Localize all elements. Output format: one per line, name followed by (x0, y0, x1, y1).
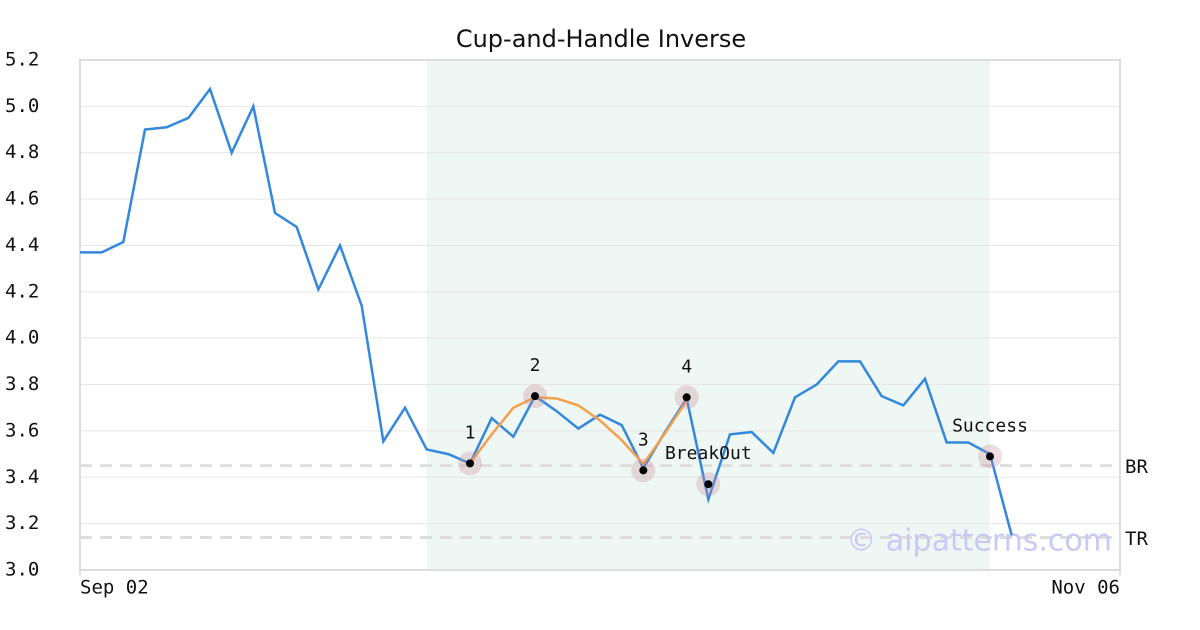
y-tick-label: 3.4 (5, 466, 39, 488)
chart-title: Cup-and-Handle Inverse (456, 25, 746, 53)
price-line (80, 86, 1013, 536)
y-tick-label: 4.2 (5, 280, 39, 302)
pattern-point (704, 480, 713, 489)
x-tick-label: Nov 06 (1051, 577, 1120, 599)
y-tick-label: 3.6 (5, 419, 39, 441)
y-tick-label: 3.0 (5, 559, 39, 581)
y-tick-label: 4.0 (5, 327, 39, 349)
point-label: BreakOut (665, 443, 752, 464)
y-tick-label: 4.4 (5, 234, 39, 256)
point-label: 1 (465, 422, 476, 443)
pattern-point (986, 452, 994, 461)
level-label: TR (1125, 528, 1148, 550)
level-label: BR (1125, 456, 1148, 478)
y-tick-label: 5.2 (5, 49, 39, 71)
fit-curve (468, 396, 688, 467)
y-tick-label: 4.8 (5, 141, 39, 163)
plot-frame (79, 59, 1121, 571)
pattern-point (682, 393, 691, 402)
point-label: Success (952, 415, 1028, 436)
pattern-point (466, 459, 474, 468)
watermark: © aipatterns.com (846, 524, 1112, 559)
point-label: 2 (530, 355, 541, 376)
x-tick-label: Sep 02 (80, 577, 149, 599)
pattern-point (531, 392, 539, 401)
pattern-point (639, 466, 648, 475)
y-tick-label: 3.2 (5, 512, 39, 534)
point-label: 3 (638, 429, 649, 450)
y-tick-label: 3.8 (5, 373, 39, 395)
point-label: 4 (681, 356, 692, 377)
y-tick-label: 5.0 (5, 95, 39, 117)
y-tick-label: 4.6 (5, 188, 39, 210)
